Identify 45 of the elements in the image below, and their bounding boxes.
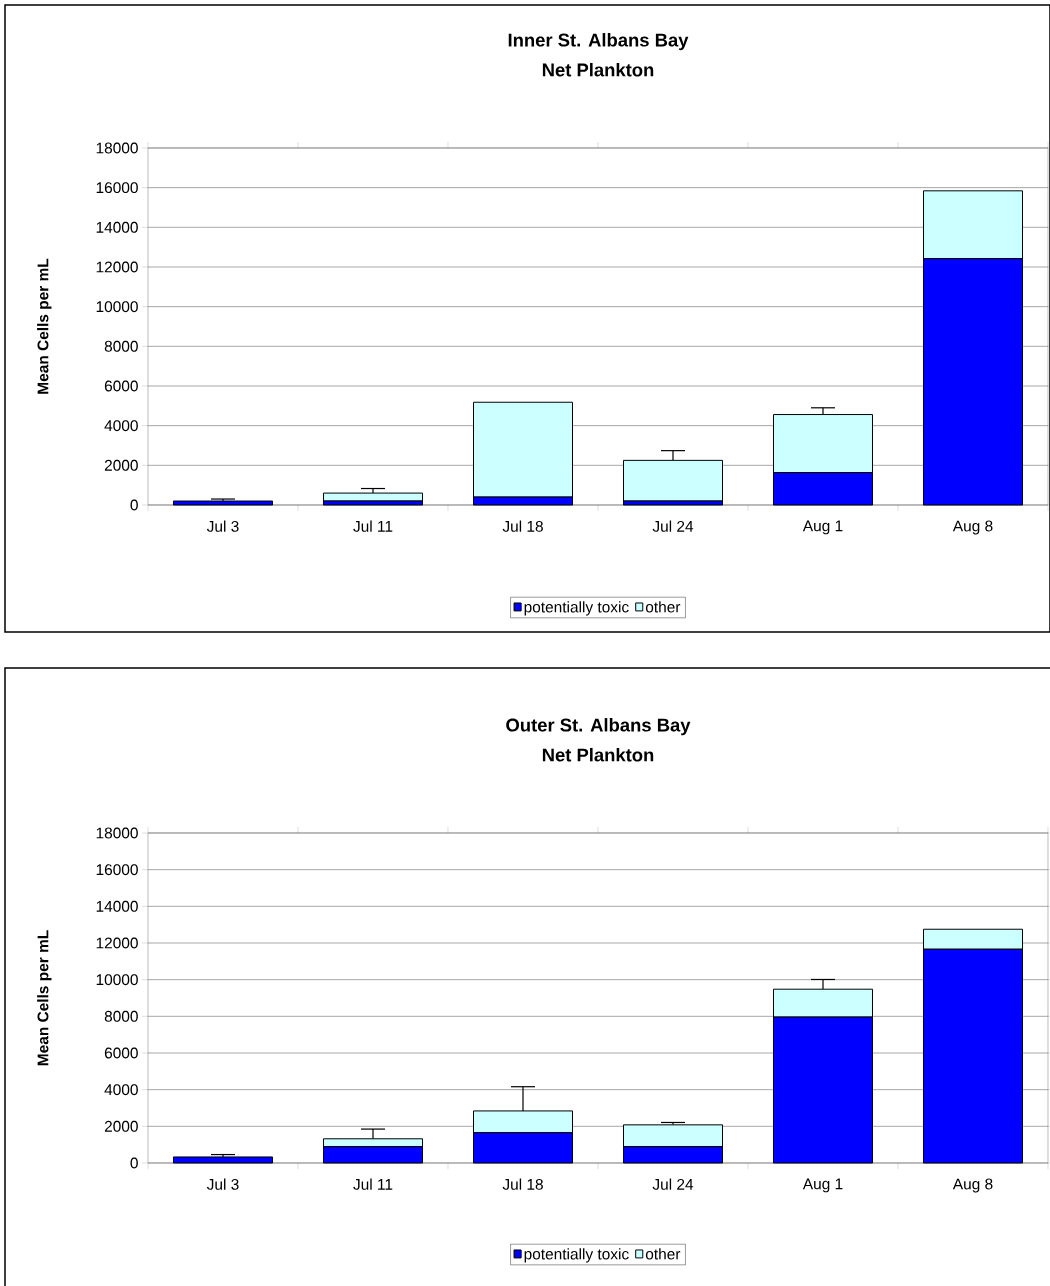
chart-subtitle: Net Plankton xyxy=(542,747,654,762)
legend-label: potentially toxic xyxy=(524,601,629,616)
x-tick-label: Aug 8 xyxy=(952,520,993,535)
y-tick-label: 6000 xyxy=(104,1047,138,1059)
bar xyxy=(173,500,273,506)
y-tick-label: 12000 xyxy=(96,937,138,949)
y-tick-label: 4000 xyxy=(104,420,138,432)
y-tick-label: 2000 xyxy=(104,459,138,471)
y-tick-label: 10000 xyxy=(96,974,138,986)
x-tick-label: Jul 11 xyxy=(353,520,393,532)
y-axis-title: Mean Cells per mL xyxy=(37,258,52,394)
y-tick-label: 18000 xyxy=(96,142,138,154)
y-tick-label: 10000 xyxy=(96,301,138,313)
y-tick-label: 8000 xyxy=(104,1010,138,1022)
x-tick-label: Jul 18 xyxy=(502,520,543,532)
y-tick-label: 14000 xyxy=(96,900,138,912)
legend-label: other xyxy=(645,601,681,613)
y-tick-label: 18000 xyxy=(96,827,138,839)
y-tick-label: 14000 xyxy=(96,221,138,233)
x-tick-label: Aug 1 xyxy=(802,1178,843,1193)
bar xyxy=(323,492,423,502)
y-tick-label: 16000 xyxy=(96,182,138,194)
y-tick-label: 2000 xyxy=(104,1120,138,1132)
x-tick-label: Jul 24 xyxy=(652,520,694,532)
chart-title: Outer St. Albans Bay xyxy=(506,718,691,736)
y-tick-label: 8000 xyxy=(104,340,138,352)
y-axis-title: Mean Cells per mL xyxy=(37,930,52,1066)
chart-subtitle: Net Plankton xyxy=(542,62,654,77)
y-tick-label: 16000 xyxy=(96,864,138,876)
y-tick-label: 0 xyxy=(130,499,138,511)
x-tick-label: Jul 3 xyxy=(206,1178,239,1190)
chart-title: Inner St. Albans Bay xyxy=(508,33,689,51)
x-tick-label: Aug 8 xyxy=(952,1178,993,1193)
y-tick-label: 0 xyxy=(130,1157,138,1169)
y-tick-label: 6000 xyxy=(104,380,138,392)
legend-label: other xyxy=(645,1248,681,1260)
y-tick-label: 4000 xyxy=(104,1084,138,1096)
y-tick-label: 12000 xyxy=(96,261,138,273)
x-tick-label: Jul 18 xyxy=(502,1178,543,1190)
x-tick-label: Jul 24 xyxy=(652,1178,694,1190)
x-tick-label: Jul 3 xyxy=(206,520,239,532)
x-tick-label: Jul 11 xyxy=(353,1178,393,1190)
x-tick-label: Aug 1 xyxy=(802,520,843,535)
legend-label: potentially toxic xyxy=(524,1248,629,1263)
bar xyxy=(173,1156,273,1164)
